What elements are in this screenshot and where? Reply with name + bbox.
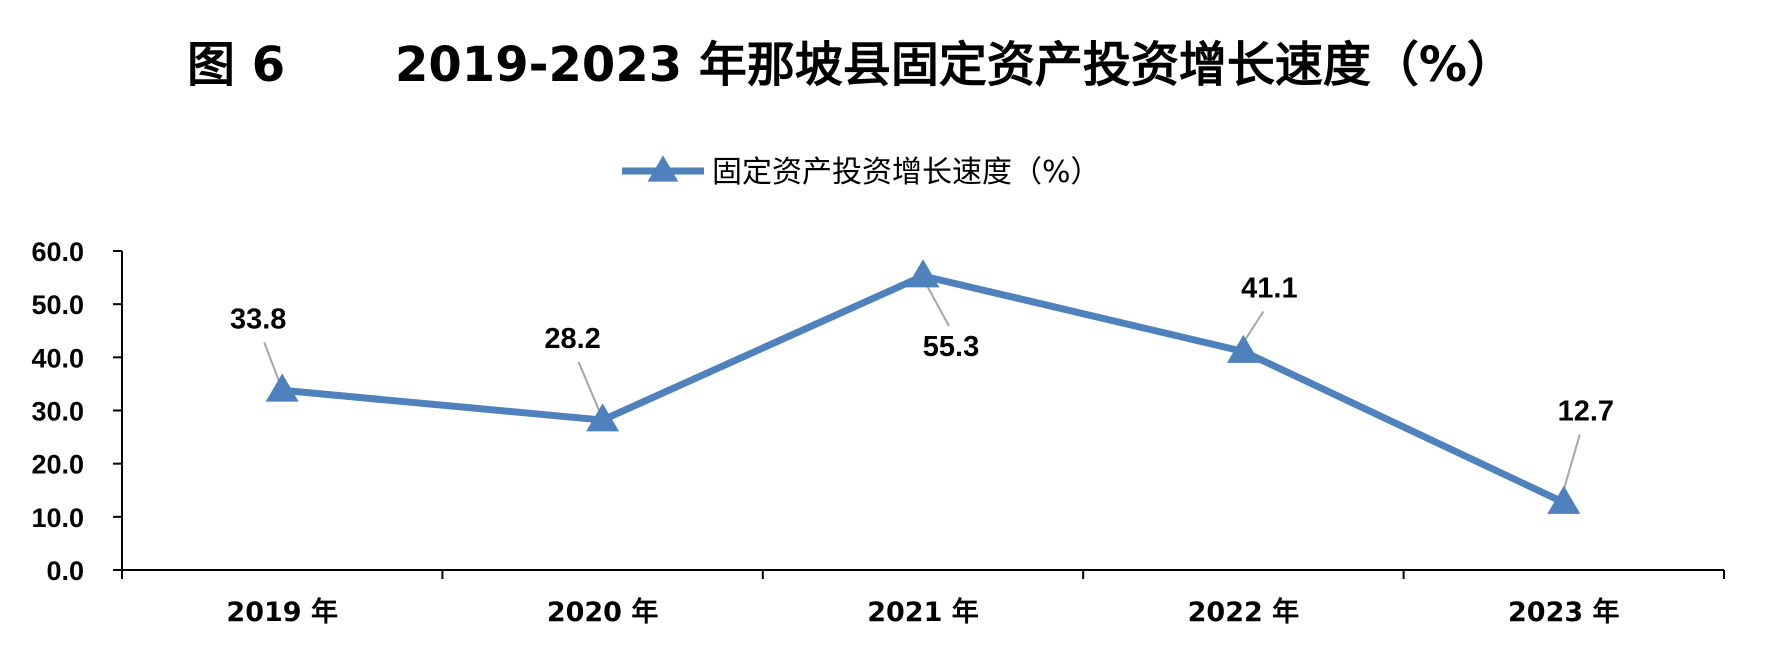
leader-line [924, 281, 950, 327]
series-markers [265, 259, 1581, 514]
leader-line [263, 341, 282, 385]
y-tick-label: 0.0 [46, 556, 84, 586]
x-category-label: 2022 年 [1188, 596, 1300, 628]
data-point-triangle [265, 373, 299, 402]
y-tick-label: 50.0 [31, 290, 84, 320]
x-category-label: 2023 年 [1508, 596, 1620, 628]
legend-label: 固定资产投资增长速度（%） [712, 155, 1101, 190]
data-point-triangle [1226, 334, 1260, 363]
data-label-leaders [263, 281, 1581, 497]
y-tick-label: 10.0 [31, 503, 84, 533]
data-point-triangle [586, 403, 620, 432]
figure-title-text: 2019-2023 年那坡县固定资产投资增长速度（%） [395, 37, 1515, 93]
x-category-label: 2020 年 [547, 596, 659, 628]
y-axis-ticks: 0.0 10.0 20.0 30.0 40.0 50.0 60.0 [31, 237, 122, 586]
figure-title: 图 6 2019-2023 年那坡县固定资产投资增长速度（%） [0, 28, 1770, 98]
x-axis-ticks: 2019 年 2020 年 2021 年 2022 年 2023 年 [121, 570, 1725, 628]
figure-number: 图 6 [187, 37, 286, 93]
data-label: 41.1 [1241, 272, 1297, 304]
data-point-triangle [1547, 485, 1581, 514]
leader-line [577, 361, 602, 415]
x-category-label: 2019 年 [226, 596, 338, 628]
leader-line [1560, 434, 1581, 497]
data-label: 28.2 [544, 323, 600, 355]
legend: 固定资产投资增长速度（%） [622, 155, 1101, 190]
y-tick-label: 60.0 [31, 237, 84, 267]
data-point-triangle [906, 259, 940, 288]
y-tick-label: 20.0 [31, 450, 84, 480]
axes [121, 251, 1724, 571]
series-polyline [281, 272, 1566, 506]
x-category-label: 2021 年 [867, 596, 979, 628]
y-tick-label: 30.0 [31, 397, 84, 427]
data-labels: 33.8 28.2 55.3 41.1 12.7 [230, 272, 1614, 427]
data-label: 55.3 [923, 331, 979, 363]
data-label: 12.7 [1558, 395, 1614, 427]
series-line [281, 272, 1566, 506]
y-tick-label: 40.0 [31, 343, 84, 373]
legend-triangle-marker [647, 155, 679, 182]
data-label: 33.8 [230, 303, 286, 335]
